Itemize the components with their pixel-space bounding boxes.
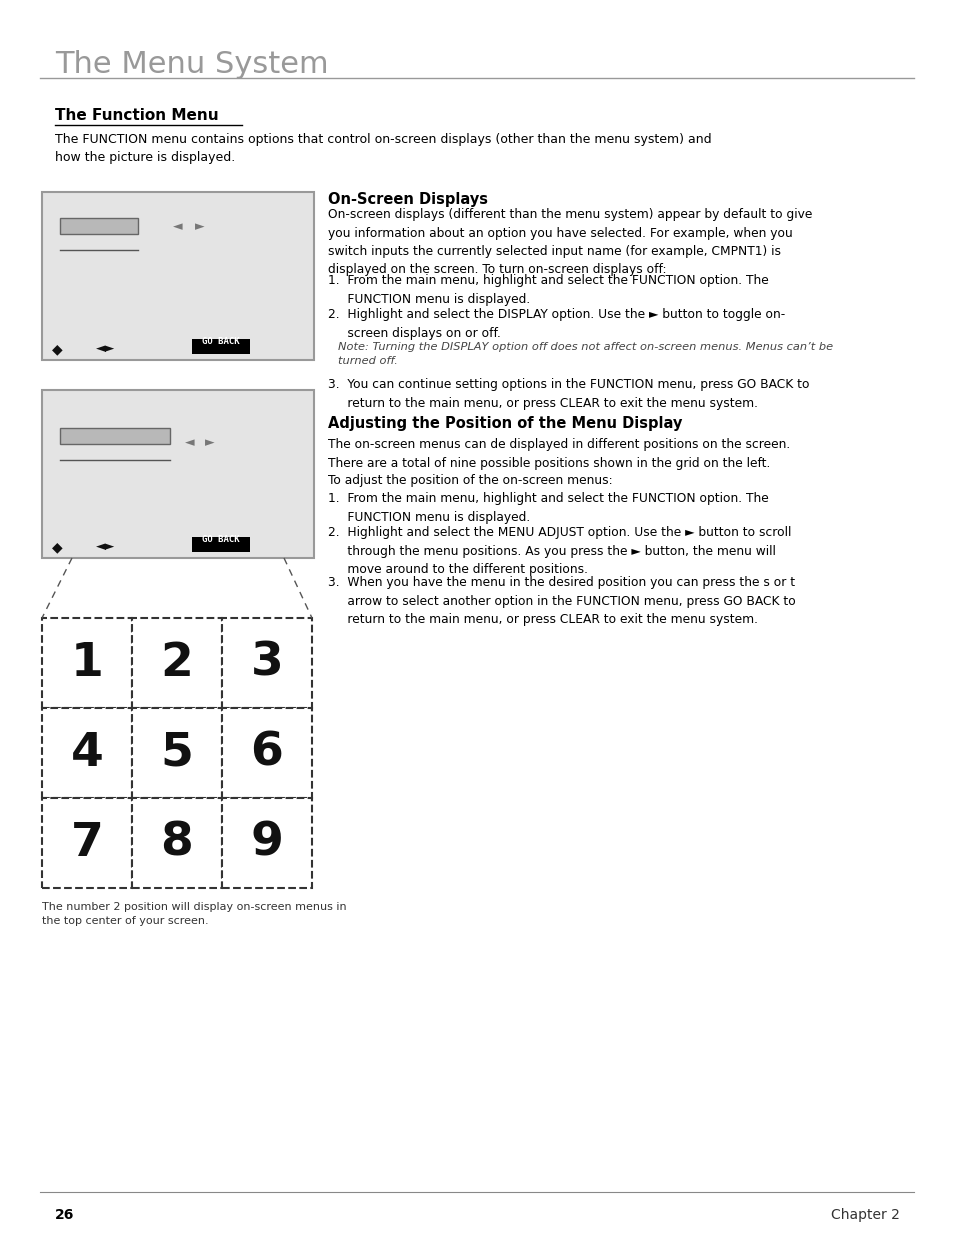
- Text: ◄►: ◄►: [96, 540, 115, 553]
- Text: ◆: ◆: [52, 342, 63, 356]
- Text: 6: 6: [251, 730, 283, 776]
- Text: 3: 3: [251, 641, 283, 685]
- Text: The on-screen menus can de displayed in different positions on the screen.
There: The on-screen menus can de displayed in …: [328, 438, 789, 469]
- Text: To adjust the position of the on-screen menus:: To adjust the position of the on-screen …: [328, 474, 612, 487]
- Text: 9: 9: [251, 820, 283, 866]
- Text: GO BACK: GO BACK: [202, 337, 239, 346]
- Text: ◄►: ◄►: [96, 342, 115, 354]
- Text: ◄: ◄: [173, 220, 183, 233]
- Text: 3.  You can continue setting options in the FUNCTION menu, press GO BACK to
    : 3. You can continue setting options in t…: [328, 378, 809, 410]
- Bar: [60, 429, 170, 445]
- Bar: [192, 537, 250, 552]
- Text: On-Screen Displays: On-Screen Displays: [328, 191, 488, 207]
- Bar: [222, 708, 312, 798]
- Text: 5: 5: [160, 730, 193, 776]
- Text: 7: 7: [71, 820, 103, 866]
- Text: 2.  Highlight and select the DISPLAY option. Use the ► button to toggle on-
    : 2. Highlight and select the DISPLAY opti…: [328, 308, 784, 340]
- Bar: [42, 798, 132, 888]
- Text: Chapter 2: Chapter 2: [830, 1208, 899, 1221]
- Text: 26: 26: [55, 1208, 74, 1221]
- Text: ◄: ◄: [185, 436, 194, 450]
- Bar: [42, 618, 132, 708]
- Bar: [42, 708, 132, 798]
- Text: 2.  Highlight and select the MENU ADJUST option. Use the ► button to scroll
    : 2. Highlight and select the MENU ADJUST …: [328, 526, 791, 576]
- Text: Adjusting the Position of the Menu Display: Adjusting the Position of the Menu Displ…: [328, 416, 681, 431]
- Text: The number 2 position will display on-screen menus in
the top center of your scr: The number 2 position will display on-sc…: [42, 902, 346, 926]
- Text: ◆: ◆: [52, 540, 63, 555]
- Text: The Function Menu: The Function Menu: [55, 107, 218, 124]
- Text: ►: ►: [195, 220, 205, 233]
- Text: The FUNCTION menu contains options that control on-screen displays (other than t: The FUNCTION menu contains options that …: [55, 133, 711, 164]
- Bar: [60, 219, 138, 233]
- Bar: [132, 618, 222, 708]
- Bar: [42, 191, 314, 359]
- Bar: [192, 338, 250, 354]
- Text: 1.  From the main menu, highlight and select the FUNCTION option. The
     FUNCT: 1. From the main menu, highlight and sel…: [328, 492, 768, 524]
- Bar: [222, 618, 312, 708]
- Text: The Menu System: The Menu System: [55, 49, 328, 79]
- Bar: [42, 390, 314, 558]
- Text: 4: 4: [71, 730, 103, 776]
- Text: ►: ►: [205, 436, 214, 450]
- Text: 1: 1: [71, 641, 103, 685]
- Text: 1.  From the main menu, highlight and select the FUNCTION option. The
     FUNCT: 1. From the main menu, highlight and sel…: [328, 274, 768, 305]
- Text: 3.  When you have the menu in the desired position you can press the s or t
    : 3. When you have the menu in the desired…: [328, 576, 795, 626]
- Text: 8: 8: [160, 820, 193, 866]
- Text: On-screen displays (different than the menu system) appear by default to give
yo: On-screen displays (different than the m…: [328, 207, 812, 277]
- Bar: [132, 798, 222, 888]
- Text: 2: 2: [160, 641, 193, 685]
- Text: Note: Turning the DISPLAY option off does not affect on-screen menus. Menus can’: Note: Turning the DISPLAY option off doe…: [337, 342, 832, 366]
- Bar: [132, 708, 222, 798]
- Text: GO BACK: GO BACK: [202, 535, 239, 543]
- Bar: [222, 798, 312, 888]
